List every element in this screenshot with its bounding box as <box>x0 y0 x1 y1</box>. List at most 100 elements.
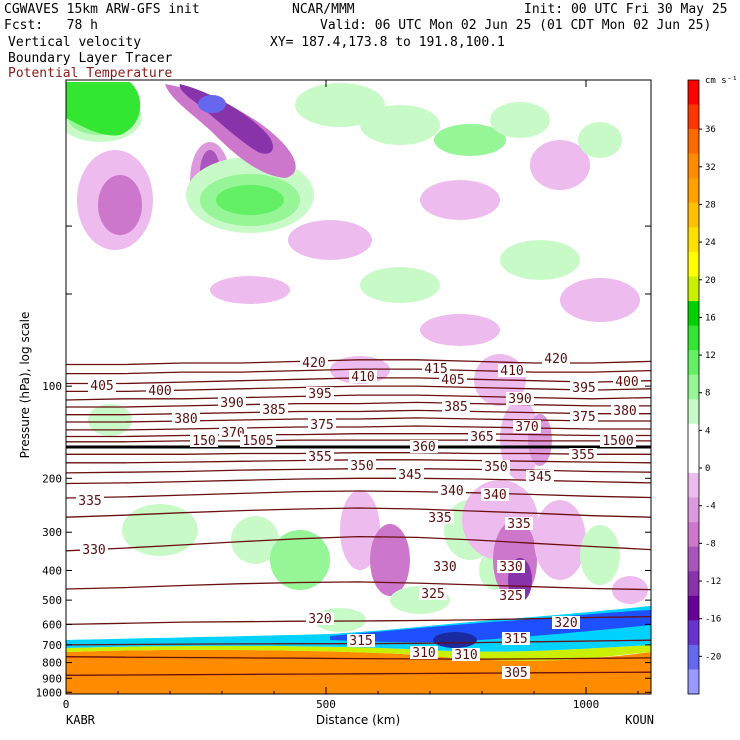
theta-label: 320 <box>554 616 577 631</box>
theta-contour-345 <box>66 477 651 485</box>
theta-label: 340 <box>483 488 506 503</box>
theta-label: 350 <box>484 460 507 475</box>
vertical-velocity-contour <box>434 124 506 156</box>
header-field-vertical-velocity: Vertical velocity <box>8 35 142 50</box>
colorbar-tick-label: 4 <box>705 426 710 436</box>
theta-label-background <box>505 517 533 530</box>
colorbar-swatch <box>688 571 699 597</box>
theta-label: 395 <box>308 387 331 402</box>
vertical-velocity-contour <box>420 180 500 220</box>
theta-label-background <box>452 648 480 661</box>
header-field-boundary-layer-tracer: Boundary Layer Tracer <box>8 51 173 66</box>
vertical-velocity-contour <box>534 500 586 580</box>
plot-frame <box>65 79 652 695</box>
colorbar-swatch <box>688 301 699 326</box>
theta-label: 355 <box>308 450 331 465</box>
theta-label-background <box>88 379 116 392</box>
colorbar-tick-label: 8 <box>705 389 710 399</box>
vertical-velocity-contour <box>580 525 620 585</box>
theta-label: 410 <box>500 364 523 379</box>
theta-label-background <box>481 488 509 501</box>
theta-label: 420 <box>544 352 567 367</box>
colorbar-unit-label: cm s⁻¹ <box>705 76 738 86</box>
y-tick-label: 600 <box>42 618 62 631</box>
theta-label-background <box>431 560 459 573</box>
theta-label: 1500 <box>602 434 633 449</box>
theta-label: 390 <box>220 396 243 411</box>
theta-label: 375 <box>572 410 595 425</box>
theta-label-background <box>526 470 554 483</box>
theta-label: 410 <box>351 370 374 385</box>
colorbar-tick-label: 24 <box>705 238 716 248</box>
colorbar-swatch <box>688 620 699 646</box>
theta-label: 365 <box>470 430 493 445</box>
vertical-velocity-contour <box>216 185 284 215</box>
theta-label-background <box>569 448 597 461</box>
vertical-velocity-contour <box>88 404 132 436</box>
theta-label: 380 <box>174 412 197 427</box>
theta-label: 330 <box>499 560 522 575</box>
theta-label-background <box>600 434 636 447</box>
colorbar-swatch <box>688 251 699 277</box>
colorbar-tick-label: 20 <box>705 276 716 286</box>
vertical-velocity-contour <box>500 240 580 280</box>
theta-label-background <box>422 362 450 375</box>
updraft-core <box>66 82 141 136</box>
header-xy: XY= 187.4,173.8 to 191.8,100.1 <box>270 35 505 50</box>
theta-label: 385 <box>444 400 467 415</box>
theta-label-background <box>498 364 526 377</box>
colorbar: 36 32 28 24 20 16 12 8 4 0 -4 -8 -12 -16 -20 <box>687 79 721 695</box>
x-tick-label: 500 <box>316 698 336 711</box>
theta-label: 400 <box>148 384 171 399</box>
colorbar-swatch <box>688 153 699 179</box>
colorbar-swatch <box>688 669 699 695</box>
vertical-velocity-contour <box>295 83 385 127</box>
colorbar-tick-label: -8 <box>705 539 716 549</box>
colorbar-swatch <box>688 546 699 572</box>
theta-label: 330 <box>82 543 105 558</box>
header-field-potential-temperature: Potential Temperature <box>8 66 173 81</box>
vertical-velocity-contour <box>578 122 622 158</box>
theta-label-background <box>146 384 174 397</box>
theta-label-background <box>502 666 530 679</box>
colorbar-tick-label: 28 <box>705 200 716 210</box>
theta-label: 1505 <box>242 434 273 449</box>
theta-contour-395 <box>66 401 651 408</box>
theta-label-background <box>502 632 530 645</box>
y-tick-label: 1000 <box>36 686 63 699</box>
vertical-velocity-contour <box>370 524 410 596</box>
header-title: CGWAVES 15km ARW-GFS init <box>4 2 200 17</box>
vertical-velocity-contour <box>98 175 142 235</box>
theta-label: 350 <box>350 459 373 474</box>
theta-label-background <box>497 560 525 573</box>
vertical-velocity-contour <box>231 516 279 564</box>
theta-label: 340 <box>440 484 463 499</box>
theta-label-background <box>570 381 598 394</box>
theta-label-background <box>410 646 438 659</box>
y-tick-label: 100 <box>42 380 62 393</box>
y-tick-label: 700 <box>42 639 62 652</box>
vertical-velocity-contour <box>360 105 440 145</box>
theta-label: 305 <box>504 666 527 681</box>
theta-label: 335 <box>78 494 101 509</box>
theta-label-background <box>260 403 288 416</box>
theta-label: 335 <box>428 511 451 526</box>
theta-label: 150 <box>192 434 215 449</box>
theta-contour-380 <box>66 425 651 431</box>
theta-contour-400 <box>66 394 651 401</box>
colorbar-tick-label: 32 <box>705 163 716 173</box>
right-endpoint-label: KOUN <box>625 713 654 727</box>
theta-label-background <box>80 543 108 556</box>
theta-label: 335 <box>507 517 530 532</box>
header-init: Init: 00 UTC Fri 30 May 25 <box>524 2 728 17</box>
colorbar-tick-label: 16 <box>705 313 716 323</box>
colorbar-swatch <box>688 129 699 154</box>
vertical-velocity-contour <box>122 504 198 556</box>
colorbar-swatch <box>688 227 699 253</box>
vertical-velocity-contour <box>340 490 380 570</box>
colorbar-swatch <box>688 350 699 376</box>
colorbar-swatch <box>688 448 699 474</box>
theta-label-background <box>438 484 466 497</box>
theta-label: 405 <box>441 373 464 388</box>
